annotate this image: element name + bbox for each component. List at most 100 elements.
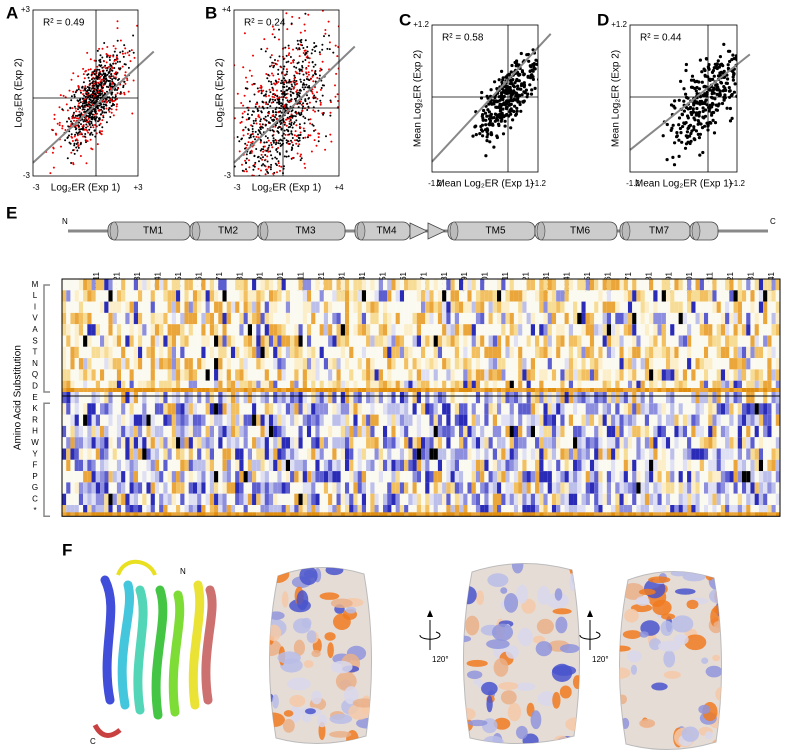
scatter-dot <box>98 69 100 71</box>
heatmap-cell <box>206 392 210 403</box>
heatmap-cell <box>683 347 687 358</box>
scatter-dot <box>247 113 249 115</box>
heatmap-cell <box>522 290 526 301</box>
scatter-dot <box>265 95 267 97</box>
scatter-dot <box>291 23 293 25</box>
heatmap-cell <box>168 347 172 358</box>
scatter-dot <box>77 133 79 135</box>
heatmap-cell <box>332 426 336 437</box>
heatmap-cell <box>261 313 265 324</box>
heatmap-cell <box>666 290 670 301</box>
heatmap-cell <box>755 324 759 335</box>
heatmap-cell <box>383 426 387 437</box>
heatmap-cell <box>155 313 159 324</box>
scatter-dot <box>264 146 266 148</box>
heatmap-cell <box>522 279 526 290</box>
heatmap-cell <box>130 313 134 324</box>
scatter-dot <box>258 156 260 158</box>
heatmap-cell <box>712 324 716 335</box>
heatmap-cell <box>400 347 404 358</box>
heatmap-cell <box>729 302 733 313</box>
heatmap-cell <box>505 392 509 403</box>
heatmap-cell <box>611 403 615 414</box>
heatmap-cell <box>201 290 205 301</box>
scatter-dot <box>293 66 295 68</box>
heatmap-cell <box>721 415 725 426</box>
scatter-dot <box>522 90 525 93</box>
heatmap-cell <box>79 279 83 290</box>
heatmap-cell <box>218 347 222 358</box>
heatmap-cell <box>180 336 184 347</box>
heatmap-cell <box>70 415 74 426</box>
helix-cap <box>622 222 630 240</box>
heatmap-cell <box>269 426 273 437</box>
scatter-dot <box>272 33 274 35</box>
scatter-dot <box>292 137 294 139</box>
heatmap-cell <box>755 279 759 290</box>
heatmap-cell <box>455 369 459 380</box>
heatmap-cell <box>687 324 691 335</box>
heatmap-cell <box>649 302 653 313</box>
heatmap-cell <box>594 279 598 290</box>
heatmap-cell <box>725 369 729 380</box>
heatmap-cell <box>222 336 226 347</box>
scatter-dot <box>695 101 698 104</box>
heatmap-cell <box>738 347 742 358</box>
heatmap-cell <box>493 324 497 335</box>
heatmap-cell <box>146 279 150 290</box>
heatmap-cell <box>750 347 754 358</box>
heatmap-cell <box>679 392 683 403</box>
scatter-dot <box>283 86 285 88</box>
scatter-dot <box>90 68 92 70</box>
heatmap-cell <box>315 415 319 426</box>
scatter-dot <box>104 112 106 114</box>
regression-line <box>33 52 154 163</box>
scatter-dot <box>104 83 106 85</box>
heatmap-cell <box>755 290 759 301</box>
scatter-dot <box>244 185 246 187</box>
heatmap-cell <box>645 279 649 290</box>
heatmap-cell <box>649 279 653 290</box>
heatmap-cell <box>581 358 585 369</box>
heatmap-cell <box>387 336 391 347</box>
heatmap-cell <box>328 279 332 290</box>
scatter-dot <box>368 82 370 84</box>
heatmap-cell <box>227 369 231 380</box>
heatmap-cell <box>772 347 776 358</box>
heatmap-cell <box>590 415 594 426</box>
heatmap-cell <box>442 369 446 380</box>
heatmap-cell <box>113 426 117 437</box>
heatmap-cell <box>611 347 615 358</box>
heatmap-cell <box>193 336 197 347</box>
scatter-dot <box>237 136 239 138</box>
scatter-dot <box>261 126 263 128</box>
heatmap-cell <box>100 392 104 403</box>
scatter-dot <box>678 155 681 158</box>
scatter-dot <box>100 113 102 115</box>
heatmap-cell <box>607 369 611 380</box>
heatmap-cell <box>75 426 79 437</box>
heatmap-cell <box>146 403 150 414</box>
heatmap-cell <box>96 324 100 335</box>
scatter-dot <box>286 71 288 73</box>
scatter-dot <box>270 81 272 83</box>
scatter-dot <box>108 111 110 113</box>
heatmap-cell <box>624 415 628 426</box>
scatter-dot <box>108 109 110 111</box>
scatter-dot <box>278 29 280 31</box>
scatter-dot <box>74 153 76 155</box>
scatter-dot <box>92 72 94 74</box>
scatter-dot <box>89 83 91 85</box>
heatmap-cell <box>286 403 290 414</box>
scatter-dot <box>260 139 262 141</box>
heatmap-cell <box>210 302 214 313</box>
scatter-dot <box>350 96 352 98</box>
scatter-dot <box>122 53 124 55</box>
heatmap-cell <box>130 415 134 426</box>
heatmap-cell <box>434 369 438 380</box>
scatter-dot <box>128 54 130 56</box>
heatmap-cell <box>189 347 193 358</box>
heatmap-cell <box>750 415 754 426</box>
scatter-dot <box>306 94 308 96</box>
heatmap-cell <box>746 369 750 380</box>
